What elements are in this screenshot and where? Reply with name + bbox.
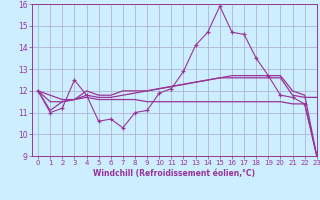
X-axis label: Windchill (Refroidissement éolien,°C): Windchill (Refroidissement éolien,°C) — [93, 169, 255, 178]
